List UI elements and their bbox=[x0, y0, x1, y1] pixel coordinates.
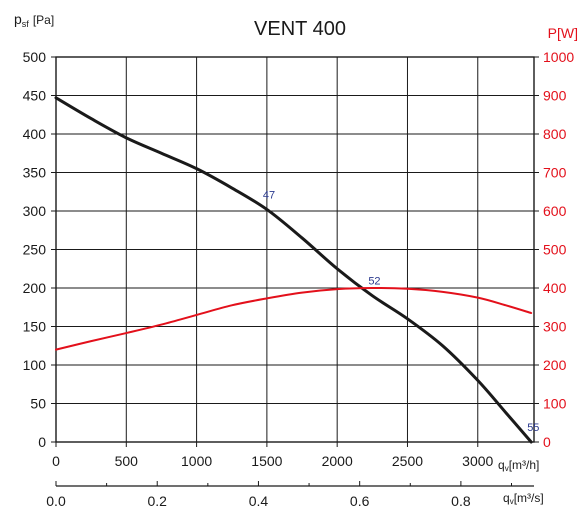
x2-tick-label: 0.2 bbox=[147, 493, 167, 509]
left-tick-label: 500 bbox=[23, 49, 47, 65]
efficiency-point-label: 47 bbox=[263, 189, 275, 201]
series-lines bbox=[54, 96, 533, 444]
left-tick-label: 150 bbox=[23, 319, 47, 335]
chart-title: VENT 400 bbox=[254, 18, 346, 40]
left-tick-label: 0 bbox=[38, 434, 46, 450]
x-tick-label: 500 bbox=[115, 453, 139, 469]
right-axis-ticks: 0 100 200 300 400 500 600 700 800 900 1000 bbox=[534, 49, 574, 450]
left-tick-label: 300 bbox=[23, 203, 47, 219]
x-tick-label: 2500 bbox=[392, 453, 423, 469]
right-tick-label: 900 bbox=[543, 88, 567, 104]
x-axis-ticks: 0 500 1000 1500 2000 2500 3000 bbox=[52, 442, 494, 469]
right-tick-label: 1000 bbox=[543, 49, 574, 65]
x2-axis-label-main: q bbox=[503, 491, 510, 505]
x-axis-label-main: q bbox=[498, 458, 505, 472]
left-axis-label-sub: sf bbox=[22, 19, 30, 29]
right-tick-label: 600 bbox=[543, 203, 567, 219]
left-tick-label: 100 bbox=[23, 357, 47, 373]
x2-axis-label: qv[m³/s] bbox=[503, 491, 544, 506]
right-tick-label: 0 bbox=[543, 434, 551, 450]
right-tick-label: 500 bbox=[543, 242, 567, 258]
grid-lines bbox=[55, 56, 535, 443]
right-tick-label: 200 bbox=[543, 357, 567, 373]
x-axis-label: qv[m³/h] bbox=[498, 458, 539, 473]
efficiency-point-label: 55 bbox=[527, 422, 539, 434]
right-tick-label: 100 bbox=[543, 396, 567, 412]
left-axis-ticks: 0 50 100 150 200 250 300 350 400 450 500 bbox=[23, 49, 56, 450]
left-tick-label: 250 bbox=[23, 242, 47, 258]
x-tick-label: 1000 bbox=[181, 453, 212, 469]
left-tick-label: 50 bbox=[30, 396, 46, 412]
x-axis-label-sub: v bbox=[505, 464, 509, 473]
left-tick-label: 450 bbox=[23, 88, 47, 104]
x-axis-label-unit: [m³/h] bbox=[509, 458, 540, 472]
x2-tick-label: 0.4 bbox=[249, 493, 269, 509]
left-axis-label-main: p bbox=[14, 11, 22, 27]
secondary-x-axis: 0.0 0.2 0.4 0.6 0.8 bbox=[46, 481, 534, 509]
power-curve bbox=[55, 286, 533, 351]
right-tick-label: 300 bbox=[543, 319, 567, 335]
x-tick-label: 0 bbox=[52, 453, 60, 469]
x2-tick-label: 0.6 bbox=[350, 493, 370, 509]
efficiency-point-label: 52 bbox=[368, 276, 380, 288]
x2-tick-label: 0.0 bbox=[46, 493, 66, 509]
x-tick-label: 3000 bbox=[462, 453, 493, 469]
right-axis-label: P[W] bbox=[548, 25, 578, 41]
pressure-curve bbox=[54, 96, 533, 444]
left-tick-label: 200 bbox=[23, 280, 47, 296]
right-tick-label: 400 bbox=[543, 280, 567, 296]
x-tick-label: 1500 bbox=[251, 453, 282, 469]
left-axis-label-unit: [Pa] bbox=[33, 13, 54, 27]
left-axis-label: psf [Pa] bbox=[14, 11, 54, 29]
x-tick-label: 2000 bbox=[322, 453, 353, 469]
x2-axis-label-sub: v bbox=[510, 497, 514, 506]
x2-axis-label-unit: [m³/s] bbox=[514, 491, 544, 505]
right-tick-label: 700 bbox=[543, 165, 567, 181]
x2-tick-label: 0.8 bbox=[451, 493, 471, 509]
point-labels: 47 52 55 bbox=[263, 189, 540, 434]
left-tick-label: 400 bbox=[23, 126, 47, 142]
right-tick-label: 800 bbox=[543, 126, 567, 142]
left-tick-label: 350 bbox=[23, 165, 47, 181]
